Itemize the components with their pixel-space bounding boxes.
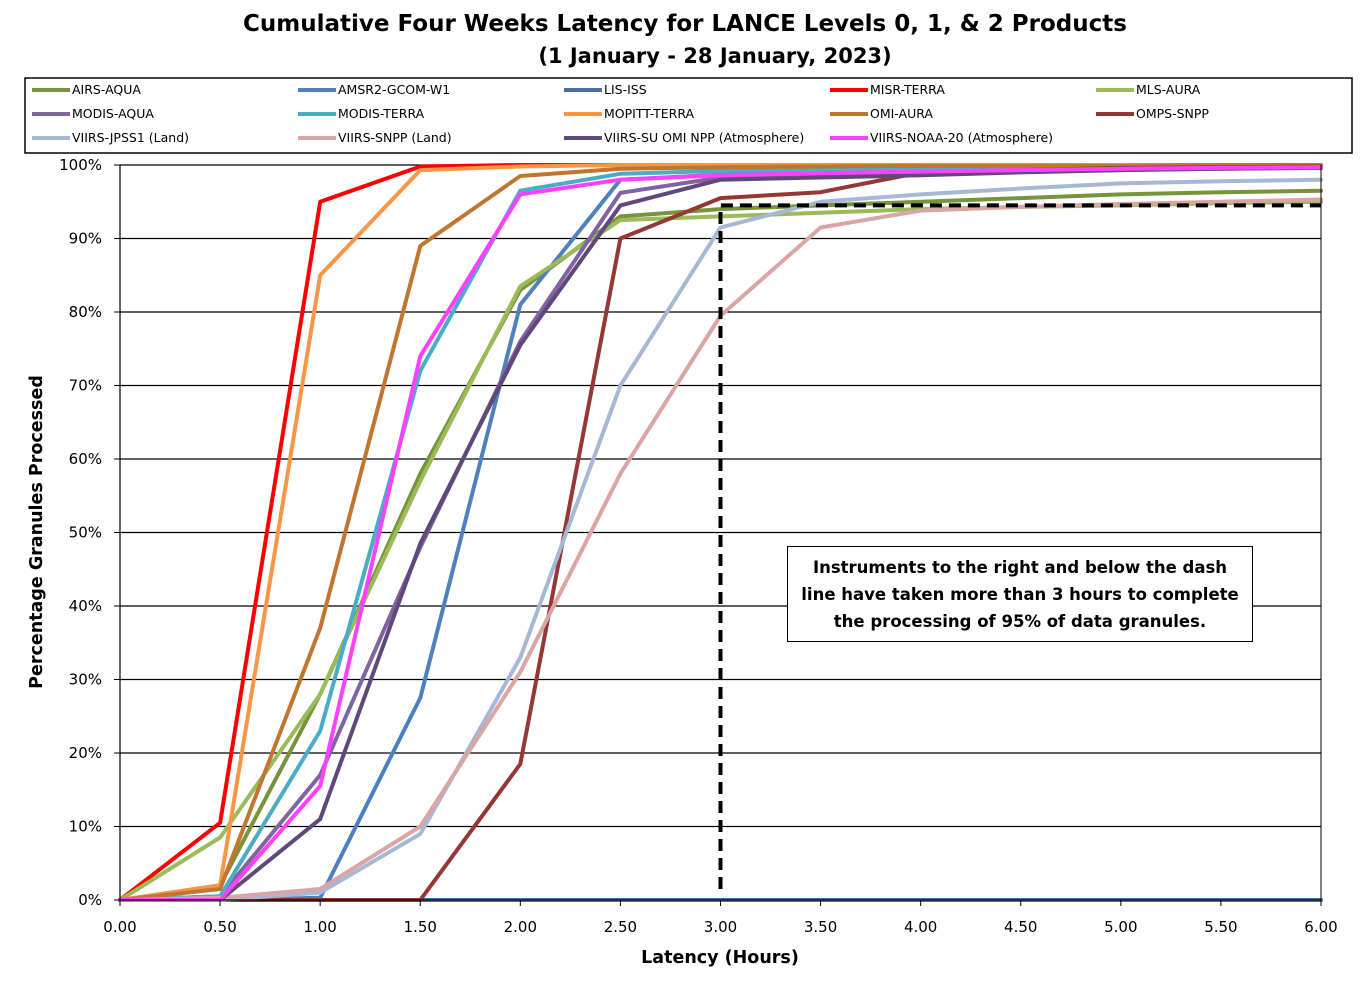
x-tick-label: 4.00 [904,918,937,936]
x-tick-label: 2.00 [504,918,537,936]
legend-label-viirs-jpss1-land: VIIRS-JPSS1 (Land) [72,130,189,145]
y-tick-label: 30% [69,671,102,689]
x-tick-label: 1.00 [303,918,336,936]
y-tick-label: 70% [69,377,102,395]
chart-legend: AIRS-AQUA AMSR2-GCOM-W1 LIS-ISS MISR-TERRA M… [24,77,1353,154]
annotation-text: Instruments to the right and below the d… [801,557,1239,631]
legend-label-viirs-noaa-20-atmosphere: VIIRS-NOAA-20 (Atmosphere) [870,130,1053,145]
series-line-omi-aura [118,163,1323,902]
series-line-viirs-jpss1-land [118,177,1323,902]
legend-label-mopitt-terra: MOPITT-TERRA [604,106,695,121]
chart-title: Cumulative Four Weeks Latency for LANCE … [243,11,1127,37]
legend-label-modis-aqua: MODIS-AQUA [72,106,154,121]
x-tick-label: 0.00 [103,918,136,936]
y-tick-label: 10% [69,818,102,836]
legend-label-airs-aqua: AIRS-AQUA [72,82,141,97]
chart-subtitle: (1 January - 28 January, 2023) [538,44,892,68]
legend-label-omps-snpp: OMPS-SNPP [1136,106,1209,121]
series-line-viirs-noaa-20-atmosphere [118,165,1323,902]
x-tick-label: 3.50 [804,918,837,936]
x-tick-label: 0.50 [203,918,236,936]
x-tick-label: 5.50 [1204,918,1237,936]
x-tick-label: 4.50 [1004,918,1037,936]
x-tick-label: 2.50 [604,918,637,936]
y-tick-label: 20% [69,744,102,762]
annotation-box: Instruments to the right and below the d… [787,546,1253,642]
legend-label-lis-iss: LIS-ISS [604,82,647,97]
x-tick-label: 6.00 [1304,918,1337,936]
x-axis-title: Latency (Hours) [641,948,799,968]
y-tick-label: 40% [69,597,102,615]
legend-label-omi-aura: OMI-AURA [870,106,933,121]
legend-label-viirs-snpp-land: VIIRS-SNPP (Land) [338,130,452,145]
y-tick-label: 60% [69,450,102,468]
y-tick-label: 100% [59,156,102,174]
y-tick-label: 50% [69,524,102,542]
x-tick-label: 1.50 [404,918,437,936]
legend-label-mls-aura: MLS-AURA [1136,82,1201,97]
legend-label-amsr2-gcom-w1: AMSR2-GCOM-W1 [338,82,450,97]
legend-label-misr-terra: MISR-TERRA [870,82,945,97]
y-tick-label: 90% [69,230,102,248]
y-tick-label: 80% [69,303,102,321]
x-tick-label: 3.00 [704,918,737,936]
reference-line-group [718,203,1321,889]
legend-label-modis-terra: MODIS-TERRA [338,106,425,121]
y-tick-label: 0% [78,891,102,909]
axes: 0% 10% 20% 30% 40% 50% 60% 70% 80% 90% 100% 0.00 0.5… [59,156,1338,936]
x-tick-label: 5.00 [1104,918,1137,936]
reference-dashed-line [718,203,1321,889]
legend-label-viirs-su-omi-npp-atmosphere: VIIRS-SU OMI NPP (Atmosphere) [604,130,804,145]
y-axis-title: Percentage Granules Processed [27,375,47,689]
